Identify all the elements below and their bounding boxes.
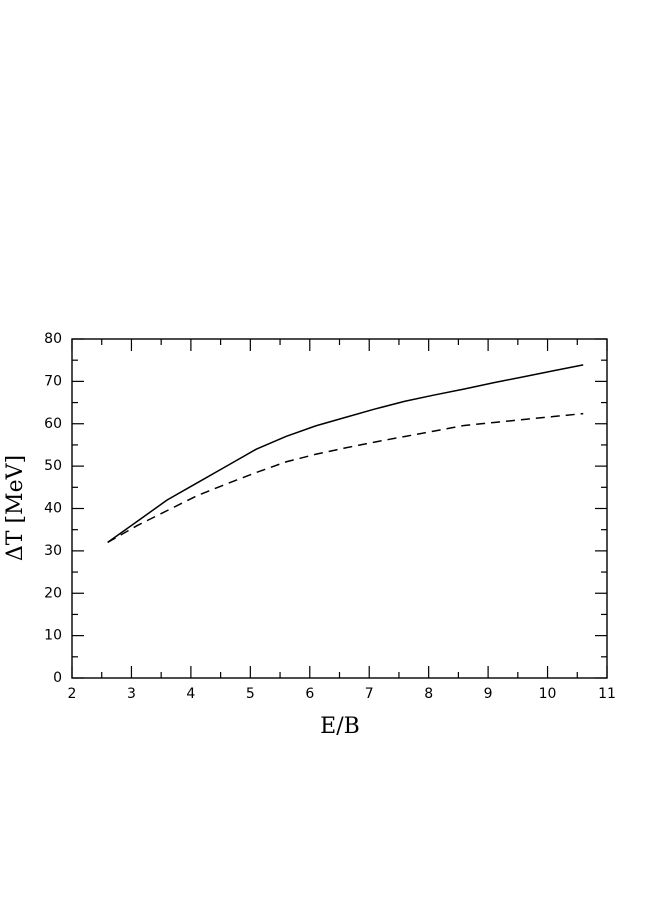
x-tick-label: 3 bbox=[127, 686, 136, 702]
x-tick-label: 11 bbox=[598, 686, 616, 702]
y-axis-label: ΔT [MeV] bbox=[3, 455, 28, 561]
y-tick-label: 60 bbox=[44, 416, 62, 432]
x-tick-label: 7 bbox=[365, 686, 374, 702]
x-axis-label: E/B bbox=[320, 714, 360, 739]
data-line bbox=[107, 364, 584, 544]
x-tick-label: 5 bbox=[246, 686, 255, 702]
y-tick-label: 50 bbox=[44, 458, 62, 474]
y-tick-label: 70 bbox=[44, 373, 62, 389]
y-tick-label: 10 bbox=[44, 628, 62, 644]
y-tick-label: 30 bbox=[44, 543, 62, 559]
x-tick-label: 6 bbox=[305, 686, 314, 702]
x-tick-label: 2 bbox=[68, 686, 77, 702]
x-tick-label: 9 bbox=[484, 686, 493, 702]
x-tick-label: 8 bbox=[424, 686, 433, 702]
y-tick-label: 0 bbox=[53, 670, 62, 686]
plot-frame bbox=[71, 338, 608, 679]
y-tick-label: 20 bbox=[44, 585, 62, 601]
y-tick-label: 80 bbox=[44, 331, 62, 347]
data-line bbox=[107, 412, 584, 544]
x-tick-label: 4 bbox=[186, 686, 195, 702]
y-tick-label: 40 bbox=[44, 501, 62, 517]
x-tick-label: 10 bbox=[539, 686, 557, 702]
